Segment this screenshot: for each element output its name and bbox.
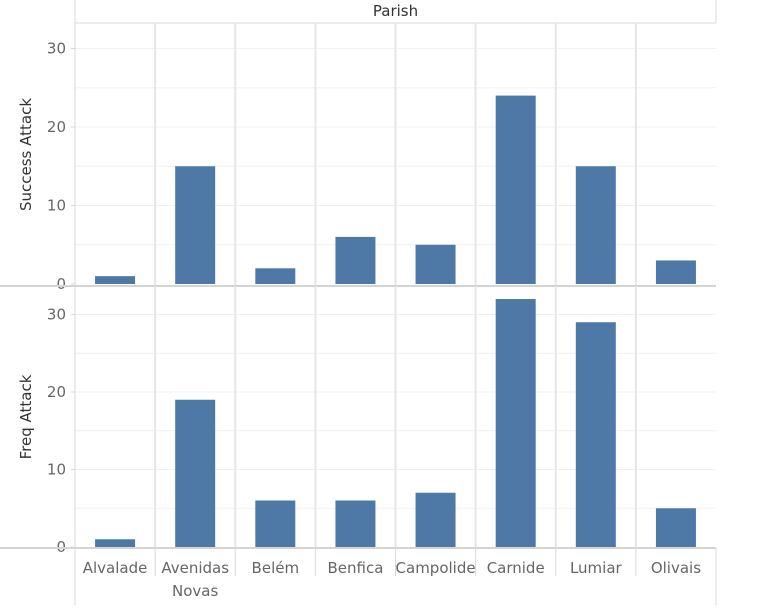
panel-2-bar bbox=[415, 492, 456, 547]
panel-1-y-tick-label: 10 bbox=[47, 197, 66, 215]
panel-2-bar bbox=[495, 299, 536, 547]
panel-2-bar bbox=[335, 500, 376, 547]
x-tick-label: Alvalade bbox=[83, 559, 148, 577]
x-tick-label: Avenidas bbox=[161, 559, 229, 577]
panel-2-y-axis-title: Freq Attack bbox=[17, 374, 35, 459]
panel-1-bar bbox=[495, 95, 536, 284]
panel-2-bar bbox=[575, 322, 616, 547]
panel-2-bar bbox=[255, 500, 296, 547]
panel-1-bar bbox=[175, 166, 216, 284]
panel-1-bar bbox=[575, 166, 616, 284]
panel-1-y-axis-title: Success Attack bbox=[17, 98, 35, 211]
panel-1-y-tick-label: 30 bbox=[47, 40, 66, 58]
x-tick-label: Novas bbox=[172, 582, 218, 600]
panel-1-y-tick-label: 20 bbox=[47, 118, 66, 136]
panel-1-bar bbox=[415, 244, 456, 284]
panel-2-bar bbox=[95, 539, 136, 547]
x-tick-label: Lumiar bbox=[570, 559, 623, 577]
column-header: Parish bbox=[373, 2, 418, 20]
x-tick-label: Carnide bbox=[487, 559, 545, 577]
panel-2-y-tick-label: 30 bbox=[47, 306, 66, 324]
x-tick-label: Belém bbox=[252, 559, 300, 577]
panel-1-bar bbox=[255, 268, 296, 284]
panel-1-bar bbox=[335, 236, 376, 284]
x-tick-label: Olivais bbox=[651, 559, 701, 577]
x-tick-label: Benfica bbox=[327, 559, 383, 577]
panel-1-bar bbox=[95, 276, 136, 284]
panel-2-y-tick-label: 20 bbox=[47, 383, 66, 401]
panel-2-bar bbox=[655, 508, 696, 547]
panel-1-bar bbox=[655, 260, 696, 284]
x-tick-label: Campolide bbox=[396, 559, 476, 577]
panel-2-bar bbox=[175, 399, 216, 547]
panel-2-y-tick-label: 10 bbox=[47, 461, 66, 479]
panel-1-y-tick-label: 0 bbox=[56, 275, 66, 293]
